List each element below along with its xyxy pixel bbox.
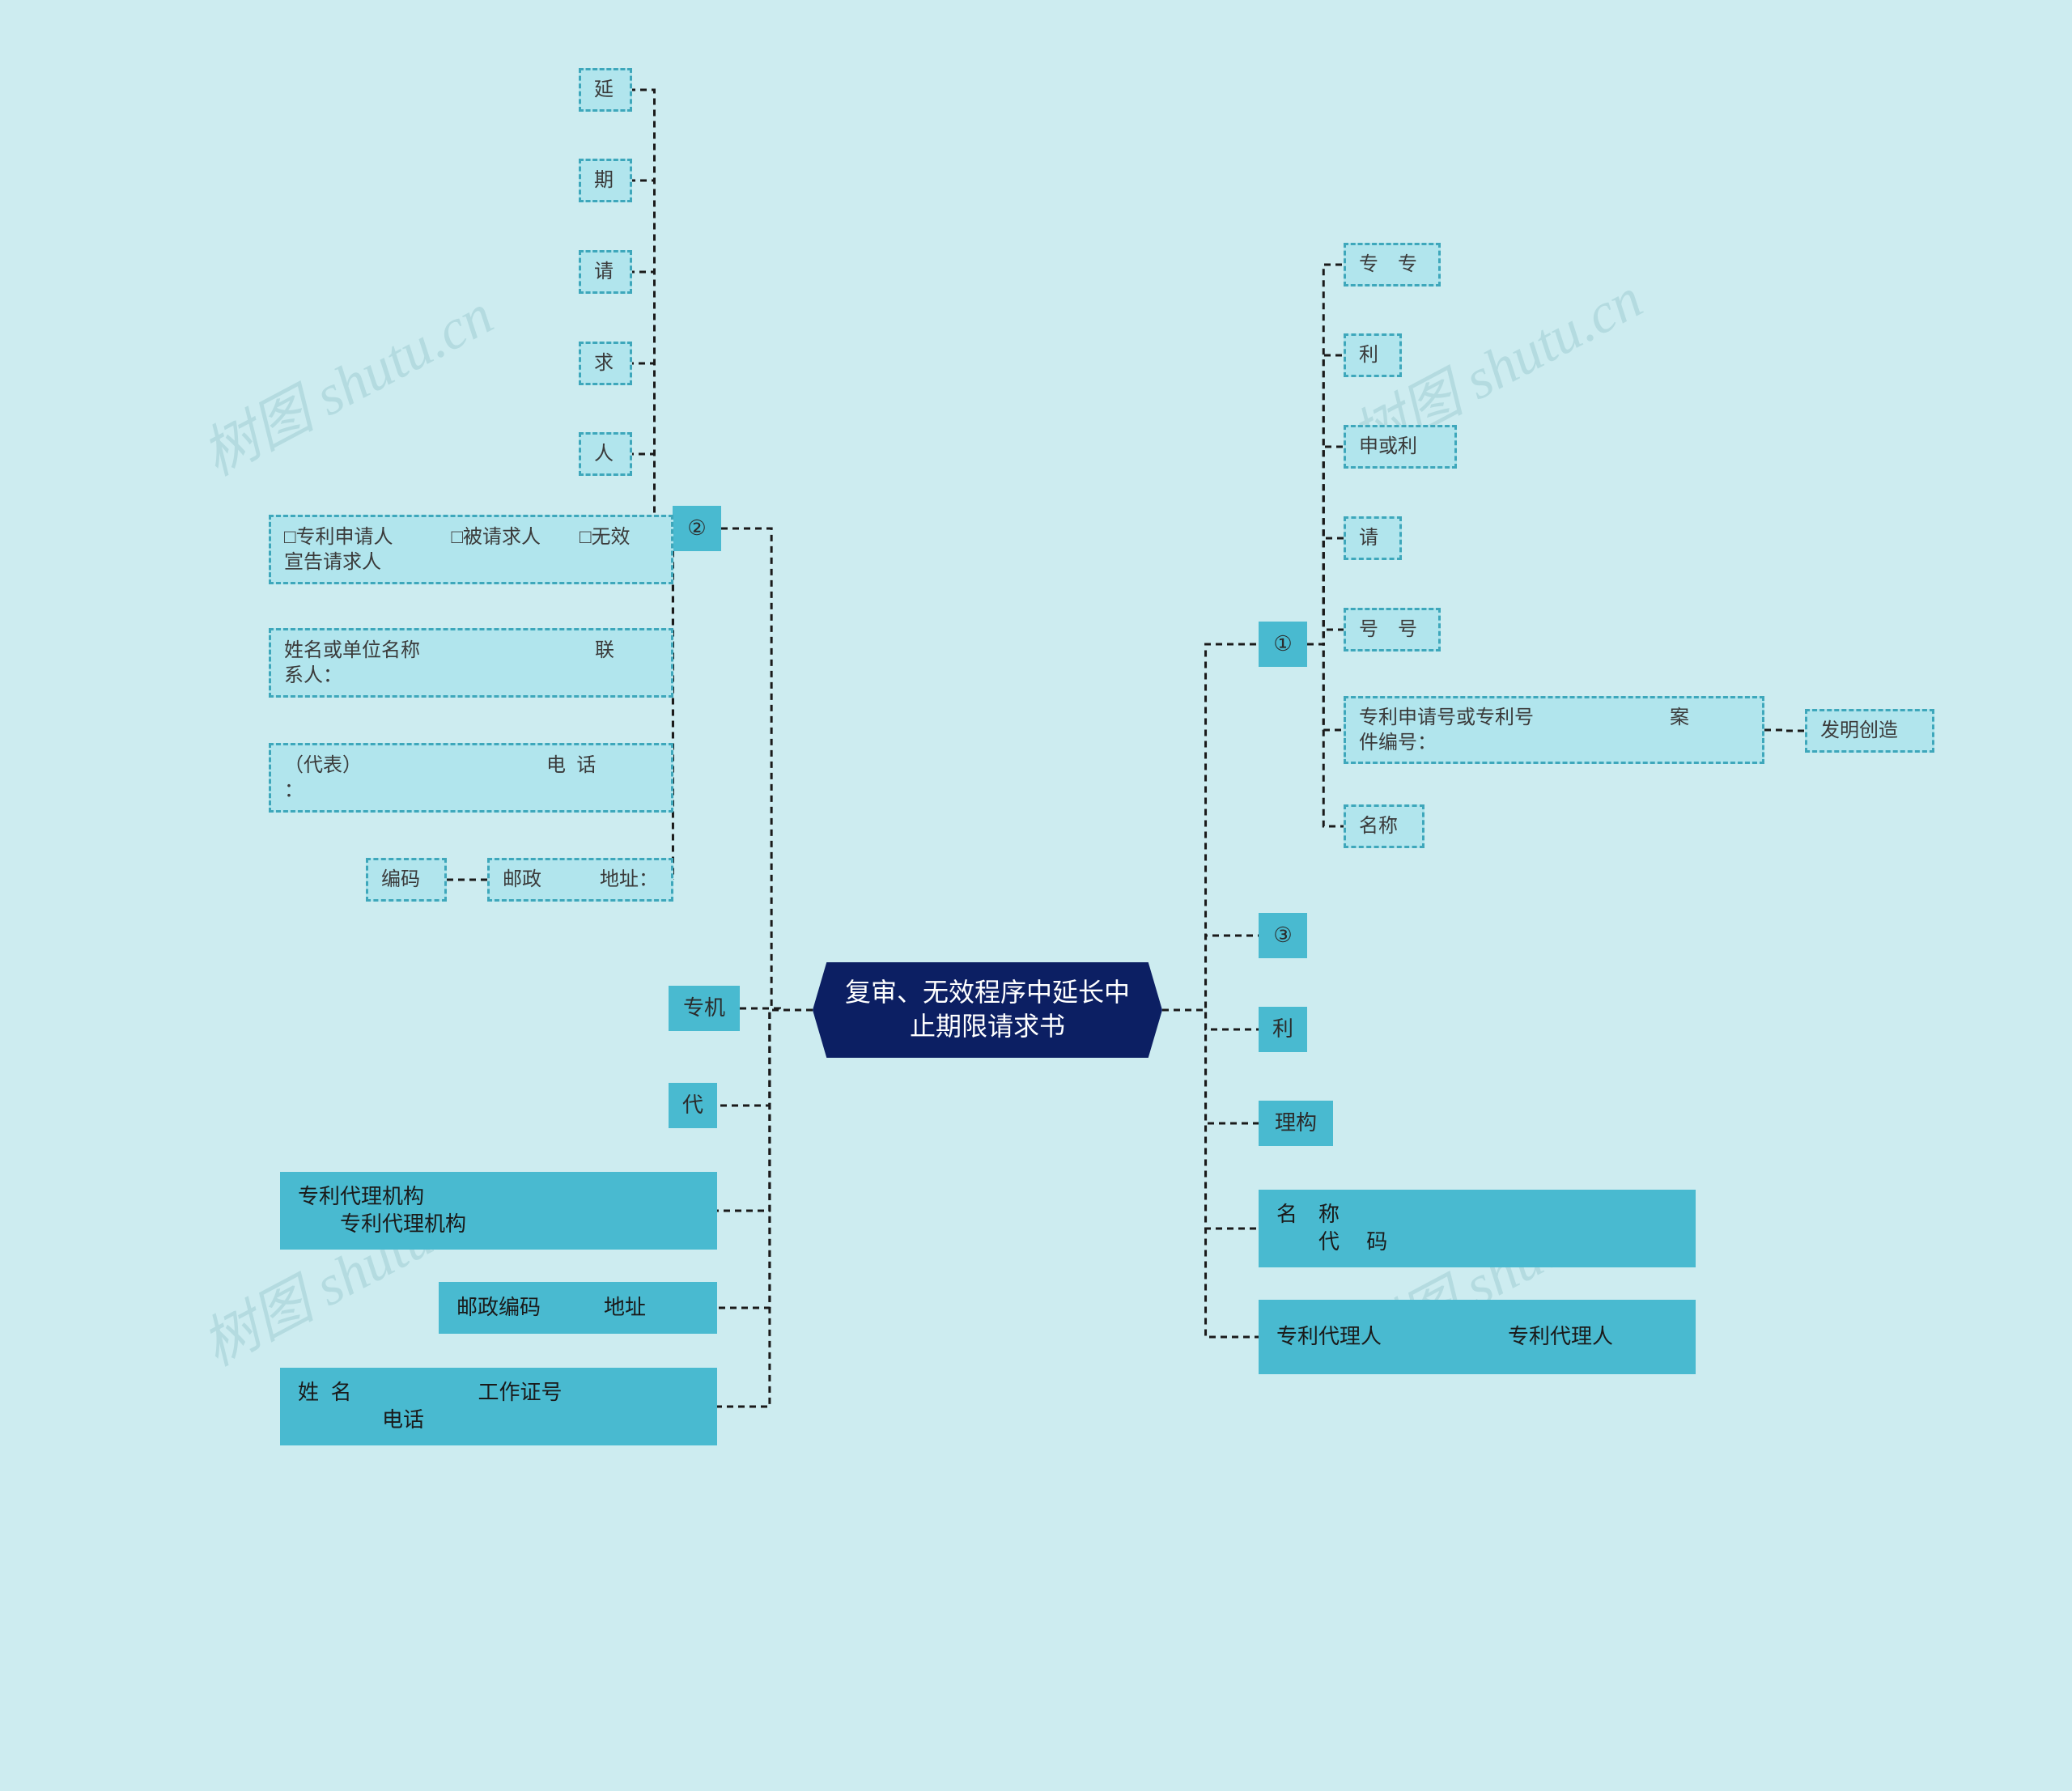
edge <box>717 1010 813 1308</box>
edge <box>1162 644 1259 1010</box>
leaf-zip: 编码 <box>366 858 447 902</box>
edge <box>717 1010 813 1407</box>
leaf-hao-hao: 号 号 <box>1344 608 1441 651</box>
edge <box>1307 447 1344 644</box>
leaf-ren: 人 <box>579 432 632 476</box>
edge <box>721 528 813 1010</box>
edge <box>1307 355 1344 644</box>
edge <box>1307 644 1344 730</box>
edge <box>1307 265 1344 644</box>
leaf-name-contact: 姓名或单位名称 联 系人： <box>269 628 673 698</box>
leaf-shenhuo-li: 申或利 <box>1344 425 1457 469</box>
edge <box>1764 730 1805 731</box>
edge <box>1307 630 1344 644</box>
branch-li[interactable]: 利 <box>1259 1007 1307 1052</box>
branch-2[interactable]: ② <box>673 506 721 551</box>
leaf-zhuan-zhuan: 专 专 <box>1344 243 1441 286</box>
leaf-rep-phone: （代表） 电 话 ： <box>269 743 673 813</box>
edge <box>1162 1010 1259 1337</box>
bar-patent-agent: 专利代理人 专利代理人 <box>1259 1300 1696 1374</box>
leaf-qing: 请 <box>1344 516 1402 560</box>
edge <box>740 1008 813 1010</box>
edge <box>1307 644 1344 826</box>
edge <box>632 272 673 528</box>
edge-layer <box>0 0 2072 1791</box>
leaf-li: 利 <box>1344 333 1402 377</box>
bar-name-code: 名 称 代 码 <box>1259 1190 1696 1267</box>
leaf-yan: 延 <box>579 68 632 112</box>
branch-zhuanji[interactable]: 专机 <box>669 986 740 1031</box>
edge <box>1162 1010 1259 1229</box>
edge <box>632 363 673 528</box>
leaf-postal-addr: 邮政 地址： <box>487 858 673 902</box>
mindmap-canvas: { "meta": { "type": "mindmap", "canvas_w… <box>0 0 2072 1791</box>
edge <box>1307 538 1344 644</box>
leaf-invention: 发明创造 <box>1805 709 1934 753</box>
bar-patent-org: 专利代理机构 专利代理机构 <box>280 1172 717 1250</box>
branch-3[interactable]: ③ <box>1259 913 1307 958</box>
branch-dai[interactable]: 代 <box>669 1083 717 1128</box>
leaf-qi: 期 <box>579 159 632 202</box>
bar-postal-addr: 邮政编码 地址 <box>439 1282 717 1334</box>
bar-name-workid: 姓 名 工作证号 电话 <box>280 1368 717 1445</box>
edge <box>717 1010 813 1211</box>
edge <box>1162 1010 1259 1123</box>
leaf-qing2: 请 <box>579 250 632 294</box>
leaf-app-number: 专利申请号或专利号 案 件编号： <box>1344 696 1764 764</box>
leaf-qiu: 求 <box>579 342 632 385</box>
edge <box>632 180 673 528</box>
root-node[interactable]: 复审、无效程序中延长中 止期限请求书 <box>813 962 1162 1058</box>
edge <box>1162 936 1259 1010</box>
leaf-applicant-type: □专利申请人 □被请求人 □无效 宣告请求人 <box>269 515 673 584</box>
leaf-mingcheng: 名称 <box>1344 804 1424 848</box>
edge <box>1162 1010 1259 1029</box>
watermark: 树图 shutu.cn <box>185 270 504 492</box>
branch-ligou[interactable]: 理构 <box>1259 1101 1333 1146</box>
branch-1[interactable]: ① <box>1259 622 1307 667</box>
edge <box>632 90 673 528</box>
